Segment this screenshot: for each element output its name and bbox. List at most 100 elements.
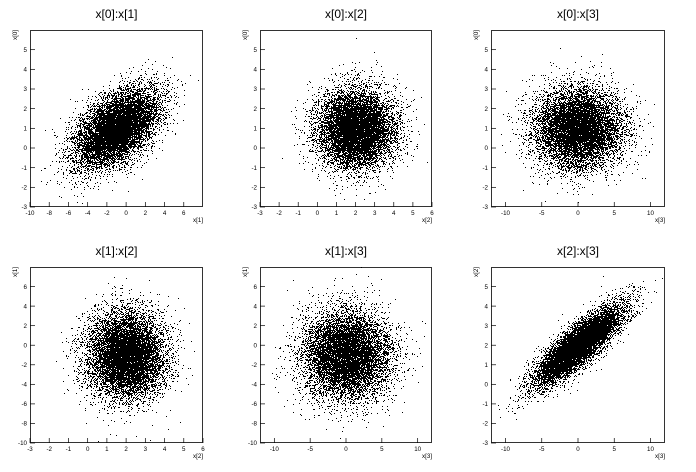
- chart-title: x[1]:x[3]: [325, 244, 367, 258]
- x-tick-label: -1: [66, 446, 72, 453]
- y-tick-label: 3: [485, 86, 489, 93]
- y-tick-label: -2: [482, 185, 488, 192]
- y-tick-label: 0: [485, 382, 489, 389]
- x-tick-label: 4: [163, 446, 167, 453]
- x-tick-label: 1: [105, 446, 109, 453]
- y-tick-label: -2: [21, 362, 27, 369]
- y-tick-label: 1: [485, 126, 489, 133]
- y-tick-label: 6: [24, 284, 28, 291]
- x-tick-label: -1: [295, 210, 301, 217]
- x-axis-label: x[3]: [422, 453, 432, 460]
- x-tick-label: 2: [124, 446, 128, 453]
- x-tick-label: 0: [124, 210, 128, 217]
- y-tick-label: 5: [254, 47, 258, 54]
- y-tick-label: -10: [248, 440, 258, 447]
- y-tick-label: 2: [485, 342, 489, 349]
- x-tick-label: -2: [46, 446, 52, 453]
- scatter-points: [498, 276, 663, 420]
- y-axis-label: x[2]: [473, 267, 480, 277]
- x-tick-label: 0: [576, 446, 580, 453]
- x-tick-label: -3: [27, 446, 33, 453]
- scatter-points: [501, 48, 655, 203]
- x-tick-label: 2: [354, 210, 358, 217]
- x-tick-label: -2: [276, 210, 282, 217]
- x-tick-label: -10: [26, 210, 36, 217]
- y-tick-label: -2: [21, 185, 27, 192]
- x-tick-label: 10: [647, 446, 654, 453]
- x-tick-label: 5: [613, 210, 617, 217]
- y-tick-label: 3: [254, 86, 258, 93]
- y-tick-label: 3: [485, 323, 489, 330]
- x-tick-label: 0: [344, 446, 348, 453]
- x-tick-label: 4: [163, 210, 167, 217]
- x-tick-label: 0: [576, 210, 580, 217]
- y-tick-label: 4: [485, 67, 489, 74]
- y-tick-label: -3: [482, 204, 488, 211]
- y-tick-label: -8: [21, 421, 27, 428]
- y-tick-label: -1: [21, 165, 27, 172]
- panel-3: x[1]:x[2]-3 -2 -1 0 1 2 3 4 5 6-10-8-6-4-20246x[2…: [12, 244, 205, 460]
- y-axis-label: x[1]: [12, 267, 19, 277]
- x-tick-label: -6: [66, 210, 72, 217]
- y-tick-label: -4: [21, 382, 27, 389]
- scatter-points: [272, 267, 426, 439]
- x-tick-label: -2: [104, 210, 110, 217]
- y-tick-label: 5: [24, 47, 28, 54]
- y-axis-label: x[1]: [242, 267, 249, 277]
- panel-1: x[0]:x[2] -3 -2 -1 0 1 2 3 4 5 6 -3 -2 -1 0 1 2 3 4 5 x[2] x[…: [242, 7, 434, 224]
- plot-frame: [30, 30, 203, 207]
- x-tick-label: 4: [392, 210, 396, 217]
- x-tick-label: -4: [85, 210, 91, 217]
- x-axis-label: x[1]: [193, 217, 203, 224]
- scatter-points: [41, 57, 199, 204]
- y-tick-label: -1: [482, 165, 488, 172]
- x-tick-label: 5: [380, 446, 384, 453]
- y-axis-label: x[0]: [12, 30, 19, 40]
- x-axis-label: x[2]: [422, 217, 432, 224]
- y-tick-label: -2: [251, 362, 257, 369]
- chart-title: x[1]:x[2]: [95, 244, 137, 258]
- y-tick-label: 4: [24, 303, 28, 310]
- x-tick-label: 6: [201, 446, 205, 453]
- x-tick-label: 5: [613, 446, 617, 453]
- y-tick-label: -6: [21, 401, 27, 408]
- plot-frame: [260, 30, 432, 207]
- x-tick-label: 5: [411, 210, 415, 217]
- y-tick-label: -10: [18, 440, 28, 447]
- y-tick-label: 4: [24, 67, 28, 74]
- y-tick-label: 0: [254, 145, 258, 152]
- y-tick-label: 2: [24, 323, 28, 330]
- x-tick-label: -10: [501, 210, 511, 217]
- x-tick-label: -5: [539, 210, 545, 217]
- chart-title: x[0]:x[2]: [325, 7, 367, 21]
- x-tick-label: 1: [335, 210, 339, 217]
- x-tick-label: -3: [257, 210, 263, 217]
- y-tick-label: 0: [24, 145, 28, 152]
- x-tick-label: 0: [86, 446, 90, 453]
- x-axis-label: x[2]: [193, 453, 203, 460]
- y-tick-label: 1: [254, 126, 258, 133]
- y-tick-label: -3: [251, 204, 257, 211]
- x-tick-label: 5: [182, 446, 186, 453]
- y-tick-label: 2: [254, 106, 258, 113]
- y-tick-label: 3: [24, 86, 28, 93]
- panel-0: x[0]:x[1]-10 -8 -6 -4 -2 0 2 4 6-3-2-1012345x[1]…: [12, 7, 203, 224]
- scatter-points: [282, 38, 428, 200]
- x-tick-label: 10: [414, 446, 421, 453]
- x-tick-label: 10: [647, 210, 654, 217]
- y-tick-label: 0: [485, 145, 489, 152]
- y-axis-label: x[0]: [242, 30, 249, 40]
- x-tick-label: 0: [316, 210, 320, 217]
- y-tick-label: 2: [24, 106, 28, 113]
- y-tick-label: 1: [485, 362, 489, 369]
- y-tick-label: -1: [482, 401, 488, 408]
- y-tick-label: 2: [254, 323, 258, 330]
- scatter-points: [56, 277, 195, 442]
- x-tick-label: 6: [430, 210, 434, 217]
- x-axis-label: x[3]: [655, 217, 665, 224]
- y-tick-label: 0: [24, 342, 28, 349]
- plot-frame: [30, 267, 203, 443]
- y-tick-label: -3: [21, 204, 27, 211]
- y-axis-label: x[0]: [473, 30, 480, 40]
